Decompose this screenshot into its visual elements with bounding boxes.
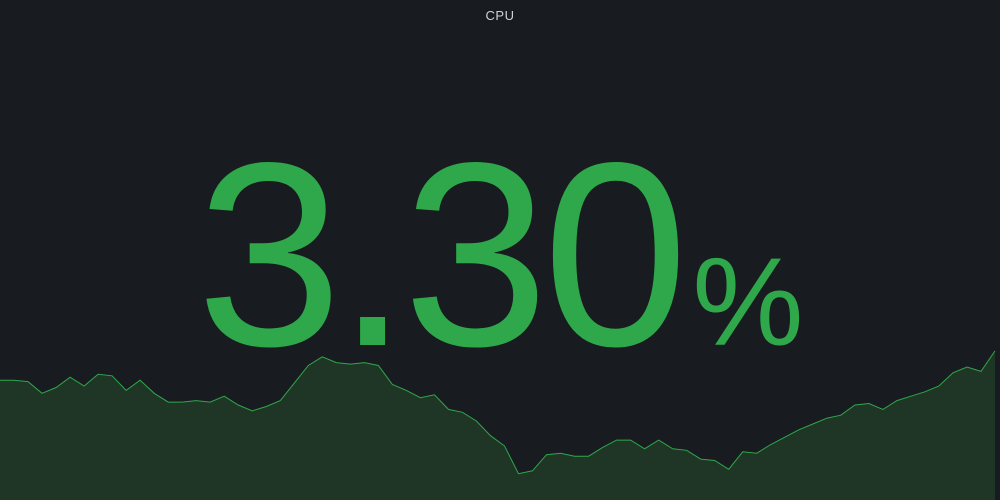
sparkline-line (0, 350, 996, 475)
panel-title[interactable]: CPU (485, 8, 515, 23)
sparkline-area (0, 350, 995, 500)
stat-unit: % (692, 233, 804, 372)
stat-value: 3.30 (196, 108, 688, 401)
stat-display: 3.30 % (0, 108, 1000, 401)
